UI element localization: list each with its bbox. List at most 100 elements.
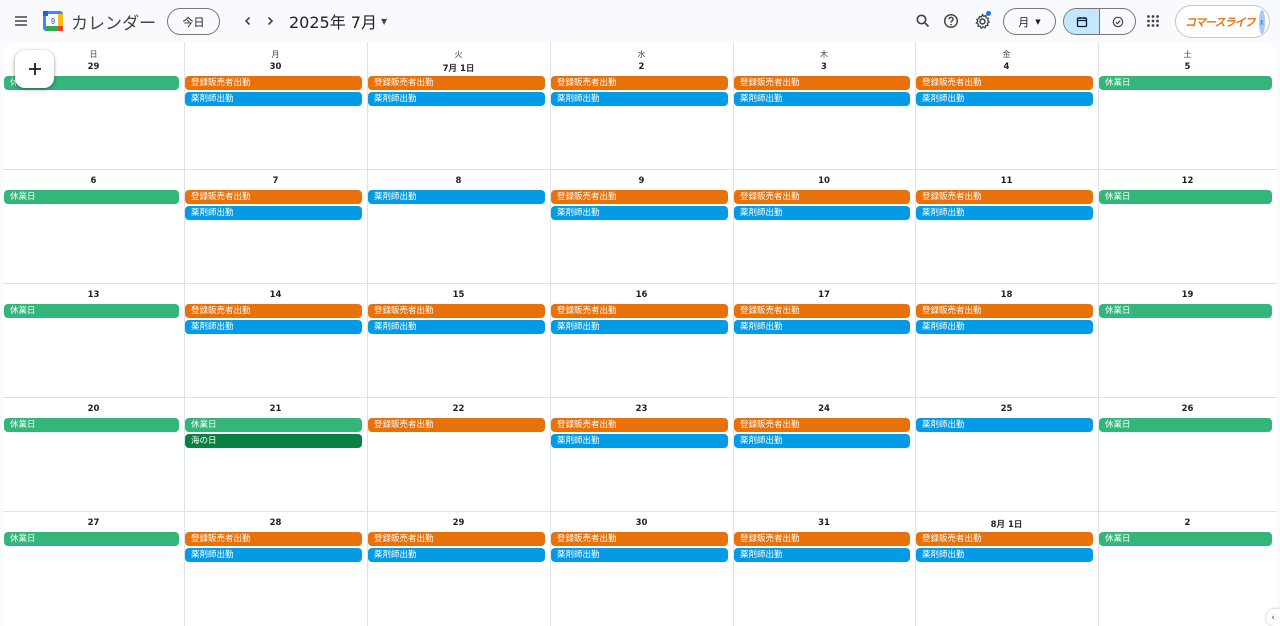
event-chip[interactable]: 薬剤師出勤 [185,548,362,562]
chevron-right-icon[interactable] [254,5,286,37]
event-chip[interactable]: 登録販売者出勤 [916,532,1093,546]
event-chip[interactable]: 登録販売者出勤 [185,532,362,546]
day-cell[interactable]: 25 薬剤師出勤 [915,397,1098,511]
event-chip[interactable]: 登録販売者出勤 [916,304,1093,318]
event-chip[interactable]: 薬剤師出勤 [551,320,728,334]
day-number[interactable]: 12 [1181,176,1194,186]
event-chip[interactable]: 登録販売者出勤 [916,76,1093,90]
day-cell[interactable]: 10 登録販売者出勤 薬剤師出勤 [733,169,915,283]
event-chip[interactable]: 休業日 [1099,532,1272,546]
event-chip[interactable]: 薬剤師出勤 [734,548,910,562]
event-chip[interactable]: 休業日 [4,190,179,204]
day-number[interactable]: 18 [1000,290,1013,300]
day-cell[interactable]: 12 休業日 [1098,169,1277,283]
day-number[interactable]: 9 [638,176,645,186]
event-chip[interactable]: 登録販売者出勤 [368,418,545,432]
event-chip[interactable]: 薬剤師出勤 [916,548,1093,562]
event-chip[interactable]: 登録販売者出勤 [734,190,910,204]
day-cell[interactable]: 22 登録販売者出勤 [367,397,550,511]
event-chip[interactable]: 登録販売者出勤 [734,76,910,90]
day-number[interactable]: 8月 1日 [990,520,1023,530]
day-cell[interactable]: 8月 1日登録販売者出勤 薬剤師出勤 [915,511,1098,626]
apps-grid-icon[interactable] [1137,5,1169,37]
month-picker[interactable]: 2025年 7月 ▼ [289,9,387,33]
event-chip[interactable]: 海の日 [185,434,362,448]
day-cell[interactable]: 7 登録販売者出勤 薬剤師出勤 [184,169,367,283]
day-number[interactable]: 2 [638,62,645,72]
event-chip[interactable]: 登録販売者出勤 [734,532,910,546]
day-number[interactable]: 15 [452,290,465,300]
event-chip[interactable]: 薬剤師出勤 [734,434,910,448]
event-chip[interactable]: 登録販売者出勤 [368,532,545,546]
day-cell[interactable]: 13 休業日 [3,283,184,397]
help-icon[interactable] [935,5,967,37]
day-number[interactable]: 5 [1184,62,1191,72]
day-cell[interactable]: 19 休業日 [1098,283,1277,397]
day-cell[interactable]: 11 登録販売者出勤 薬剤師出勤 [915,169,1098,283]
day-number[interactable]: 29 [452,518,465,528]
day-cell[interactable]: 16 登録販売者出勤 薬剤師出勤 [550,283,733,397]
event-chip[interactable]: 薬剤師出勤 [734,320,910,334]
event-chip[interactable]: 休業日 [1099,76,1272,90]
day-cell[interactable]: 水 2 登録販売者出勤 薬剤師出勤 [550,42,733,169]
day-cell[interactable]: 9 登録販売者出勤 薬剤師出勤 [550,169,733,283]
menu-icon[interactable] [5,5,37,37]
account-switcher[interactable]: コマースライフ [1175,5,1270,38]
day-number[interactable]: 16 [635,290,648,300]
event-chip[interactable]: 登録販売者出勤 [734,418,910,432]
day-cell[interactable]: 27 休業日 [3,511,184,626]
event-chip[interactable]: 薬剤師出勤 [368,92,545,106]
day-number[interactable]: 4 [1003,62,1010,72]
event-chip[interactable]: 登録販売者出勤 [734,304,910,318]
day-number[interactable]: 20 [87,404,100,414]
day-cell[interactable]: 28 登録販売者出勤 薬剤師出勤 [184,511,367,626]
day-cell[interactable]: 2 休業日 [1098,511,1277,626]
day-number[interactable]: 30 [269,62,282,72]
event-chip[interactable]: 登録販売者出勤 [551,76,728,90]
event-chip[interactable]: 薬剤師出勤 [368,320,545,334]
day-number[interactable]: 7月 1日 [442,64,475,74]
event-chip[interactable]: 薬剤師出勤 [551,92,728,106]
day-number[interactable]: 24 [818,404,830,414]
day-number[interactable]: 17 [818,290,830,300]
event-chip[interactable]: 薬剤師出勤 [551,434,728,448]
event-chip[interactable]: 薬剤師出勤 [734,206,910,220]
event-chip[interactable]: 登録販売者出勤 [368,304,545,318]
event-chip[interactable]: 休業日 [1099,418,1272,432]
day-number[interactable]: 7 [272,176,279,186]
day-number[interactable]: 26 [1181,404,1194,414]
chevron-left-icon[interactable] [232,5,264,37]
day-cell[interactable]: 14 登録販売者出勤 薬剤師出勤 [184,283,367,397]
day-cell[interactable]: 18 登録販売者出勤 薬剤師出勤 [915,283,1098,397]
event-chip[interactable]: 休業日 [185,418,362,432]
event-chip[interactable]: 登録販売者出勤 [368,76,545,90]
event-chip[interactable]: 休業日 [1099,304,1272,318]
event-chip[interactable]: 登録販売者出勤 [551,190,728,204]
day-cell[interactable]: 30 登録販売者出勤 薬剤師出勤 [550,511,733,626]
day-number[interactable]: 25 [1000,404,1013,414]
day-cell[interactable]: 26 休業日 [1098,397,1277,511]
day-cell[interactable]: 木 3 登録販売者出勤 薬剤師出勤 [733,42,915,169]
event-chip[interactable]: 休業日 [4,418,179,432]
day-number[interactable]: 10 [818,176,830,186]
day-cell[interactable]: 20 休業日 [3,397,184,511]
event-chip[interactable]: 薬剤師出勤 [551,206,728,220]
task-check-icon[interactable] [1099,9,1135,34]
day-number[interactable]: 31 [818,518,830,528]
day-cell[interactable]: 17 登録販売者出勤 薬剤師出勤 [733,283,915,397]
event-chip[interactable]: 薬剤師出勤 [185,320,362,334]
day-number[interactable]: 27 [87,518,100,528]
day-number[interactable]: 28 [269,518,282,528]
event-chip[interactable]: 登録販売者出勤 [551,304,728,318]
calendar-icon[interactable] [1064,9,1099,34]
event-chip[interactable]: 登録販売者出勤 [185,304,362,318]
event-chip[interactable]: 休業日 [4,532,179,546]
event-chip[interactable]: 薬剤師出勤 [551,548,728,562]
event-chip[interactable]: 登録販売者出勤 [916,190,1093,204]
day-number[interactable]: 11 [1000,176,1013,186]
event-chip[interactable]: 登録販売者出勤 [185,190,362,204]
day-cell[interactable]: 23 登録販売者出勤 薬剤師出勤 [550,397,733,511]
event-chip[interactable]: 薬剤師出勤 [916,92,1093,106]
day-cell[interactable]: 24 登録販売者出勤 薬剤師出勤 [733,397,915,511]
event-chip[interactable]: 休業日 [1099,190,1272,204]
